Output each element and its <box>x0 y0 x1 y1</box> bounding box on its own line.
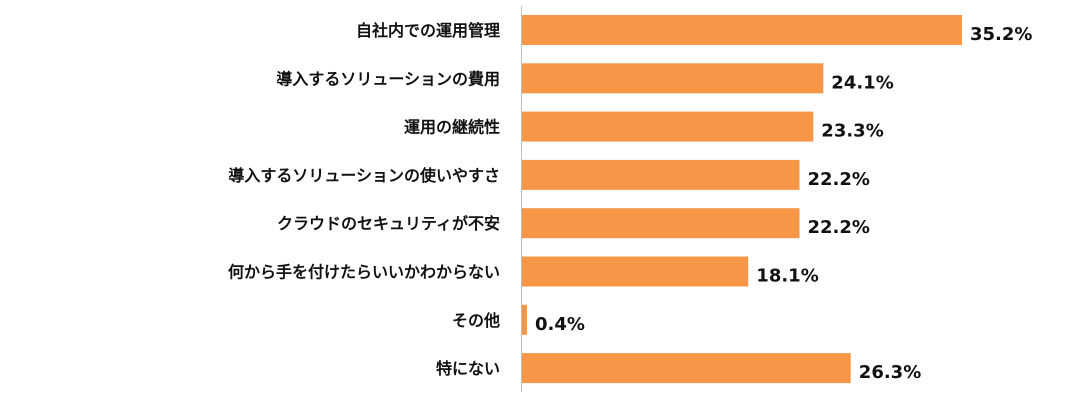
value-label-2: 24.1% <box>831 72 893 93</box>
value-label-7: 0.4% <box>535 314 585 335</box>
value-label-6: 18.1% <box>756 266 818 287</box>
value-label-3: 23.3% <box>821 121 883 142</box>
category-label-7: その他 <box>452 311 500 330</box>
category-label-6: 何から手を付けたらいいかわからない <box>228 263 500 282</box>
bar-8 <box>522 353 851 384</box>
value-label-4: 22.2% <box>808 169 870 190</box>
value-label-5: 22.2% <box>808 217 870 238</box>
bar-7 <box>522 304 527 335</box>
category-label-5: クラウドのセキュリティが不安 <box>277 214 500 233</box>
value-label-1: 35.2% <box>970 24 1032 45</box>
value-label-8: 26.3% <box>859 362 921 383</box>
bar-1 <box>522 15 962 45</box>
labels-layer: 自社内での運用管理 35.2% 導入するソリューションの費用 24.1% 運用の継続性 2… <box>228 21 1032 383</box>
bar-3 <box>522 111 814 142</box>
category-label-8: 特にない <box>436 359 500 378</box>
category-label-1: 自社内での運用管理 <box>356 21 500 40</box>
bar-6 <box>522 256 749 287</box>
bar-5 <box>522 208 800 239</box>
bars-layer <box>522 15 962 384</box>
category-label-2: 導入するソリューションの費用 <box>276 69 500 88</box>
bar-2 <box>522 63 824 94</box>
bar-4 <box>522 159 800 190</box>
category-label-4: 導入するソリューションの使いやすさ <box>228 166 500 185</box>
category-label-3: 運用の継続性 <box>404 118 500 137</box>
